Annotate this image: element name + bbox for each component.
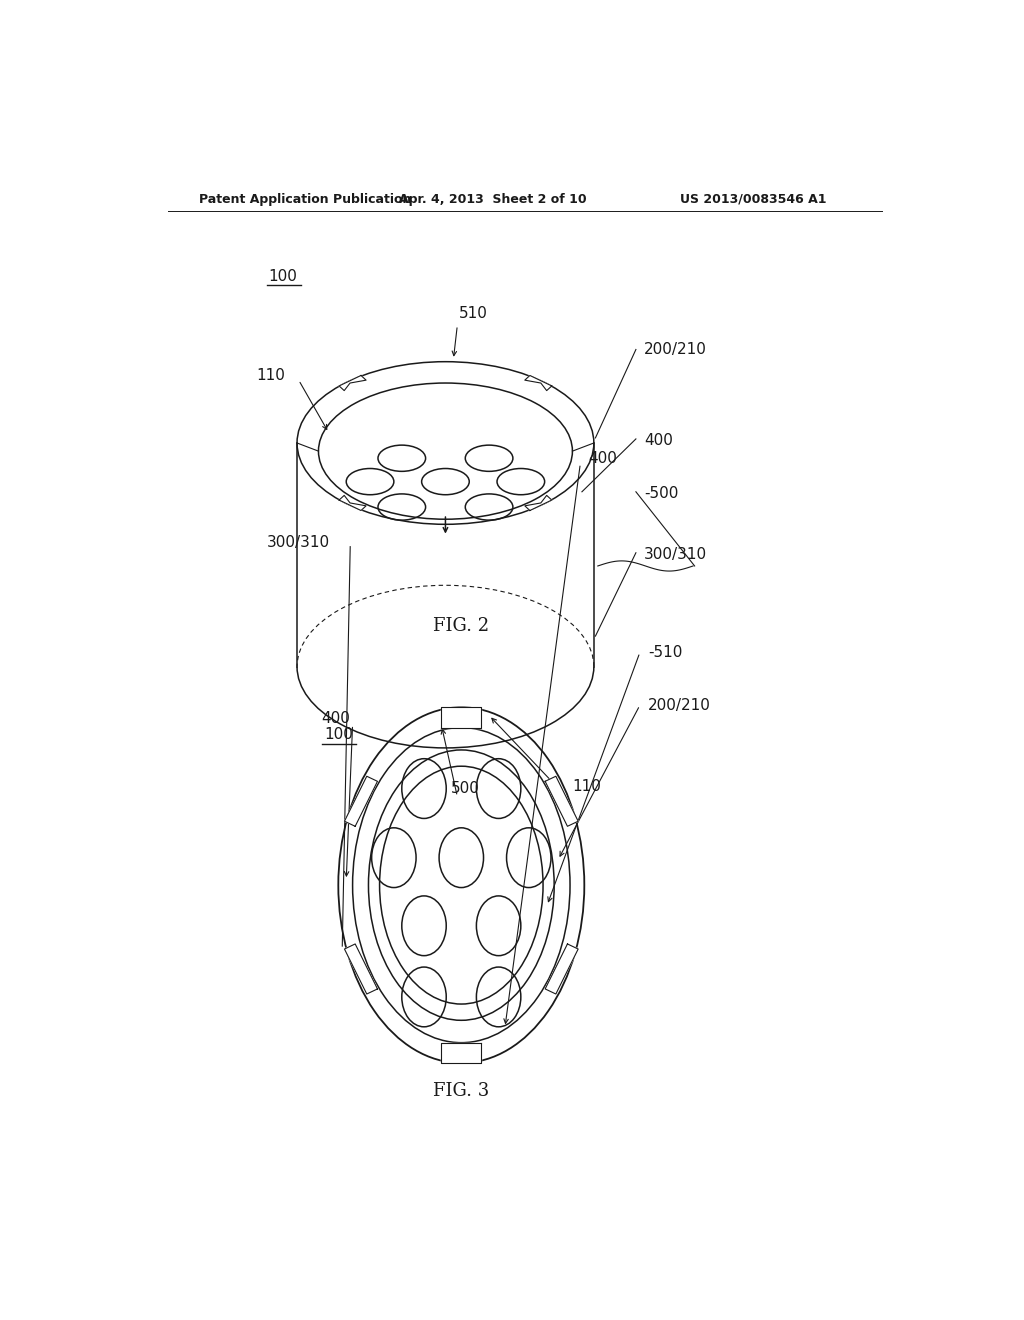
Text: 200/210: 200/210	[648, 698, 711, 713]
Text: 400: 400	[588, 450, 617, 466]
Polygon shape	[344, 776, 378, 826]
Text: FIG. 3: FIG. 3	[433, 1082, 489, 1101]
Polygon shape	[524, 375, 552, 391]
Text: 110: 110	[572, 779, 601, 795]
Text: 400: 400	[644, 433, 673, 449]
Text: 500: 500	[451, 781, 479, 796]
Text: Patent Application Publication: Patent Application Publication	[200, 193, 412, 206]
Text: 300/310: 300/310	[267, 535, 330, 550]
Text: -500: -500	[644, 486, 678, 502]
Text: -510: -510	[648, 645, 682, 660]
Polygon shape	[344, 944, 378, 994]
Polygon shape	[441, 708, 481, 727]
Polygon shape	[545, 944, 579, 994]
Text: FIG. 2: FIG. 2	[433, 616, 489, 635]
Polygon shape	[339, 495, 367, 511]
Polygon shape	[545, 776, 579, 826]
Text: US 2013/0083546 A1: US 2013/0083546 A1	[680, 193, 826, 206]
Text: 100: 100	[324, 727, 352, 742]
Text: 300/310: 300/310	[644, 548, 707, 562]
Text: 110: 110	[256, 368, 286, 383]
Text: 400: 400	[322, 711, 350, 726]
Text: Apr. 4, 2013  Sheet 2 of 10: Apr. 4, 2013 Sheet 2 of 10	[399, 193, 587, 206]
Polygon shape	[441, 1043, 481, 1063]
Text: 100: 100	[268, 269, 297, 284]
Polygon shape	[339, 375, 367, 391]
Text: 200/210: 200/210	[644, 342, 707, 356]
Text: 510: 510	[459, 306, 487, 321]
Polygon shape	[524, 495, 552, 511]
